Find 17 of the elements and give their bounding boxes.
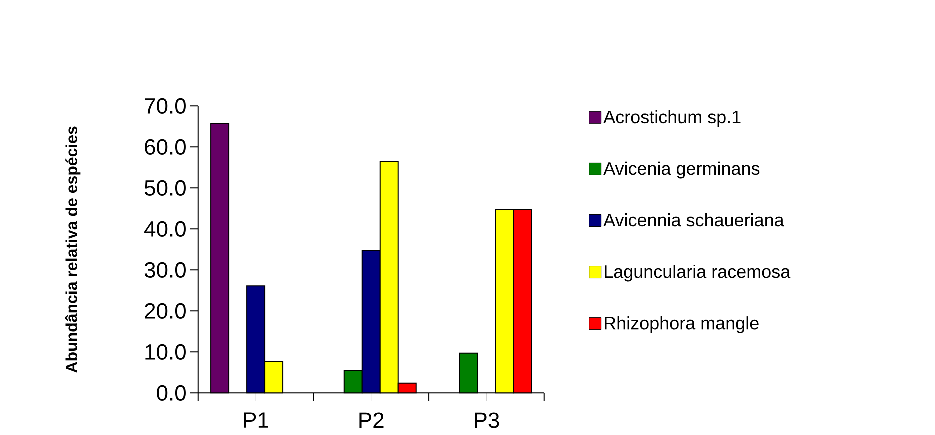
legend-label: Laguncularia racemosa [605, 265, 791, 282]
y-tick-label: 0.0 [157, 385, 186, 401]
x-tick-label: P1 [244, 412, 268, 428]
legend-label: Rhizophora mangle [605, 316, 759, 334]
legend-label: Avicenia germinans [604, 162, 760, 179]
y-tick-label: 10.0 [146, 344, 186, 360]
y-tick-label: 60.0 [145, 139, 186, 155]
legend-label: Avicennia schaueriana [604, 213, 784, 227]
x-tick-label: P3 [475, 412, 500, 428]
y-axis-title: Abundância relativa de espécies [65, 126, 81, 373]
y-tick-label: 50.0 [144, 180, 186, 196]
x-tick-label: P2 [360, 412, 384, 428]
y-tick-label: 40.0 [144, 221, 186, 237]
y-tick-label: 20.0 [145, 303, 186, 319]
legend-label: Acrostichum sp.1 [604, 110, 741, 128]
y-tick-label: 30.0 [144, 262, 186, 278]
y-tick-label: 70.0 [145, 98, 186, 114]
